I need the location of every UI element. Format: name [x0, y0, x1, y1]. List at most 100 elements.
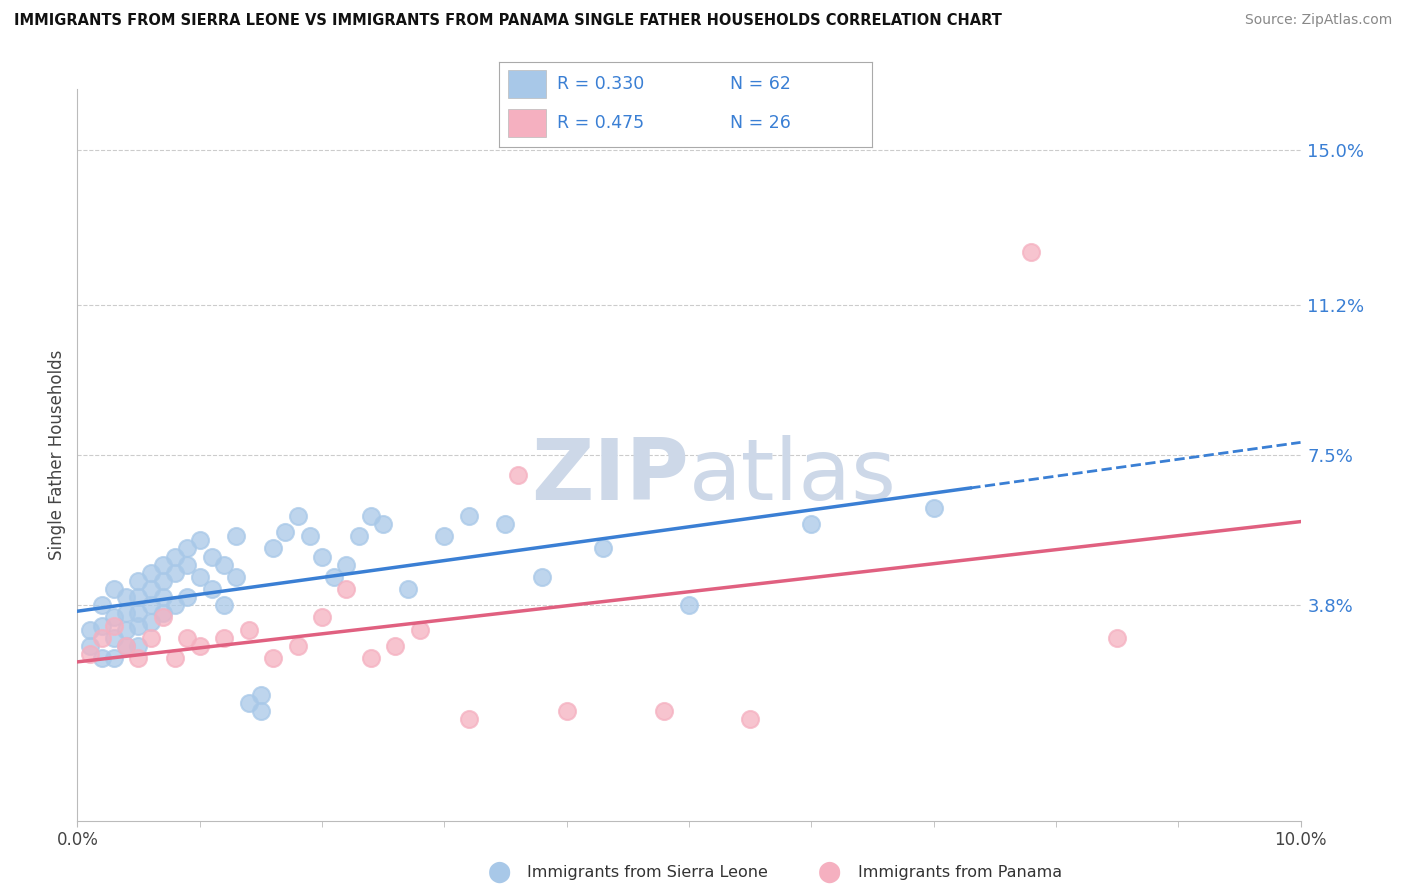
Point [128, 574, 150, 588]
Point [176, 590, 198, 604]
Point [740, 712, 762, 726]
Point [79, 623, 101, 637]
Point [922, 500, 945, 515]
Text: ⬤: ⬤ [488, 862, 510, 883]
Point [103, 631, 125, 645]
Point [165, 566, 187, 580]
Point [188, 570, 211, 584]
Point [165, 651, 187, 665]
Text: ZIP: ZIP [531, 435, 689, 518]
Point [152, 590, 174, 604]
Point [103, 618, 125, 632]
Point [592, 541, 614, 556]
Point [79, 647, 101, 661]
Point [103, 610, 125, 624]
Point [128, 651, 150, 665]
Text: Immigrants from Panama: Immigrants from Panama [858, 865, 1062, 880]
Point [152, 574, 174, 588]
Point [409, 623, 432, 637]
Point [360, 508, 382, 523]
Point [287, 508, 309, 523]
Point [225, 570, 247, 584]
Text: Source: ZipAtlas.com: Source: ZipAtlas.com [1244, 13, 1392, 28]
Point [128, 607, 150, 621]
Point [250, 688, 273, 702]
Point [457, 508, 479, 523]
Point [139, 631, 162, 645]
Point [103, 651, 125, 665]
Bar [509, 70, 546, 98]
Point [287, 639, 309, 653]
Point [165, 599, 187, 613]
Point [555, 704, 578, 718]
Point [152, 610, 174, 624]
Point [238, 696, 260, 710]
Point [90, 618, 112, 632]
Text: R = 0.330: R = 0.330 [557, 75, 644, 93]
Point [188, 639, 211, 653]
Point [128, 639, 150, 653]
Point [115, 607, 138, 621]
Point [176, 541, 198, 556]
Point [201, 582, 224, 596]
Text: Immigrants from Sierra Leone: Immigrants from Sierra Leone [527, 865, 768, 880]
Point [238, 623, 260, 637]
Bar [509, 109, 546, 137]
Text: N = 62: N = 62 [730, 75, 792, 93]
Point [495, 516, 517, 531]
Point [188, 533, 211, 548]
Point [90, 599, 112, 613]
Point [152, 607, 174, 621]
Point [1021, 244, 1043, 259]
Point [250, 704, 273, 718]
Point [201, 549, 224, 564]
Point [115, 639, 138, 653]
Text: N = 26: N = 26 [730, 114, 792, 132]
Text: ⬤: ⬤ [818, 862, 841, 883]
Point [90, 631, 112, 645]
Point [176, 631, 198, 645]
Point [262, 541, 284, 556]
Point [176, 558, 198, 572]
Point [128, 618, 150, 632]
Point [152, 558, 174, 572]
Point [212, 599, 235, 613]
Point [103, 582, 125, 596]
Point [262, 651, 284, 665]
Point [139, 582, 162, 596]
Y-axis label: Single Father Households: Single Father Households [48, 350, 66, 560]
Point [311, 549, 333, 564]
Point [433, 529, 456, 543]
Text: IMMIGRANTS FROM SIERRA LEONE VS IMMIGRANTS FROM PANAMA SINGLE FATHER HOUSEHOLDS : IMMIGRANTS FROM SIERRA LEONE VS IMMIGRAN… [14, 13, 1002, 29]
Point [225, 529, 247, 543]
Point [128, 590, 150, 604]
Point [139, 615, 162, 629]
Point [384, 639, 406, 653]
Point [371, 516, 394, 531]
Point [165, 549, 187, 564]
Point [531, 570, 554, 584]
Point [678, 599, 700, 613]
Point [79, 639, 101, 653]
Point [457, 712, 479, 726]
Text: R = 0.475: R = 0.475 [557, 114, 644, 132]
Point [274, 525, 297, 540]
Point [335, 558, 357, 572]
Point [654, 704, 676, 718]
Point [212, 558, 235, 572]
Point [139, 599, 162, 613]
Point [90, 651, 112, 665]
Point [323, 570, 346, 584]
Point [311, 610, 333, 624]
Text: atlas: atlas [689, 435, 897, 518]
Point [360, 651, 382, 665]
Point [347, 529, 370, 543]
Point [115, 639, 138, 653]
Point [1107, 631, 1129, 645]
Point [396, 582, 419, 596]
Point [506, 468, 529, 483]
Point [139, 566, 162, 580]
Point [115, 623, 138, 637]
Point [800, 516, 823, 531]
Point [115, 590, 138, 604]
